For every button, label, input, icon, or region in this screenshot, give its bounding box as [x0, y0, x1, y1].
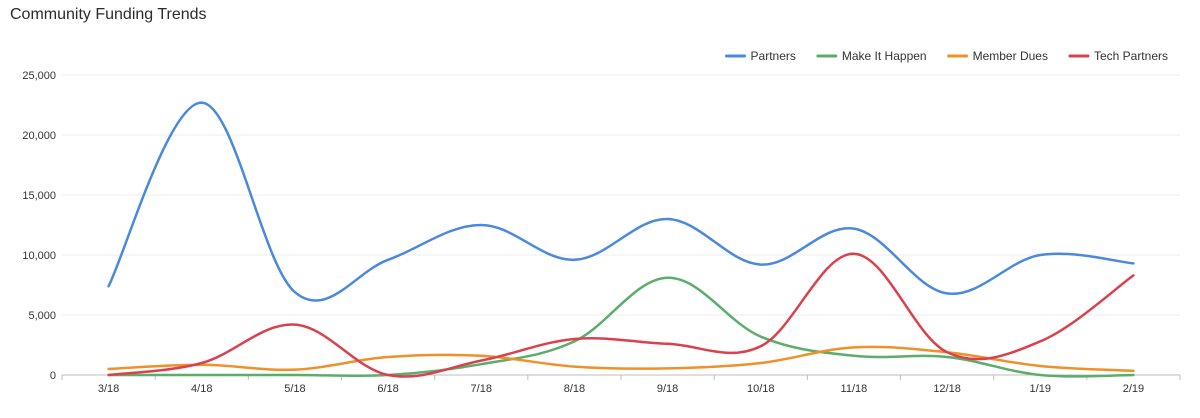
y-tick-label: 5,000 — [28, 310, 56, 322]
x-tick-label: 8/18 — [564, 383, 585, 395]
series-line-member-dues — [107, 345, 1135, 373]
y-tick-label: 20,000 — [22, 130, 56, 142]
series-line-partners — [107, 101, 1135, 302]
x-tick-label: 7/18 — [471, 383, 492, 395]
x-tick-label: 1/19 — [1030, 383, 1051, 395]
x-tick-label: 4/18 — [191, 383, 212, 395]
y-tick-label: 15,000 — [22, 190, 56, 202]
series-line-tech-partners — [107, 252, 1135, 378]
series-line-make-it-happen — [107, 276, 1135, 378]
x-tick-label: 9/18 — [657, 383, 678, 395]
x-tick-label: 2/19 — [1123, 383, 1144, 395]
y-tick-label: 25,000 — [22, 70, 56, 82]
x-tick-label: 12/18 — [933, 383, 961, 395]
chart-title: Community Funding Trends — [10, 6, 207, 23]
x-tick-label: 10/18 — [747, 383, 775, 395]
x-tick-label: 11/18 — [841, 383, 868, 395]
y-tick-label: 0 — [50, 370, 56, 382]
legend-label-make-it-happen[interactable]: Make It Happen — [842, 49, 927, 63]
legend-label-member-dues[interactable]: Member Dues — [973, 49, 1048, 63]
x-tick-label: 6/18 — [377, 383, 398, 395]
x-tick-label: 3/18 — [98, 383, 119, 395]
y-tick-label: 10,000 — [22, 250, 56, 262]
x-tick-label: 5/18 — [284, 383, 305, 395]
legend-label-tech-partners[interactable]: Tech Partners — [1094, 49, 1168, 63]
legend-label-partners[interactable]: Partners — [751, 49, 796, 63]
